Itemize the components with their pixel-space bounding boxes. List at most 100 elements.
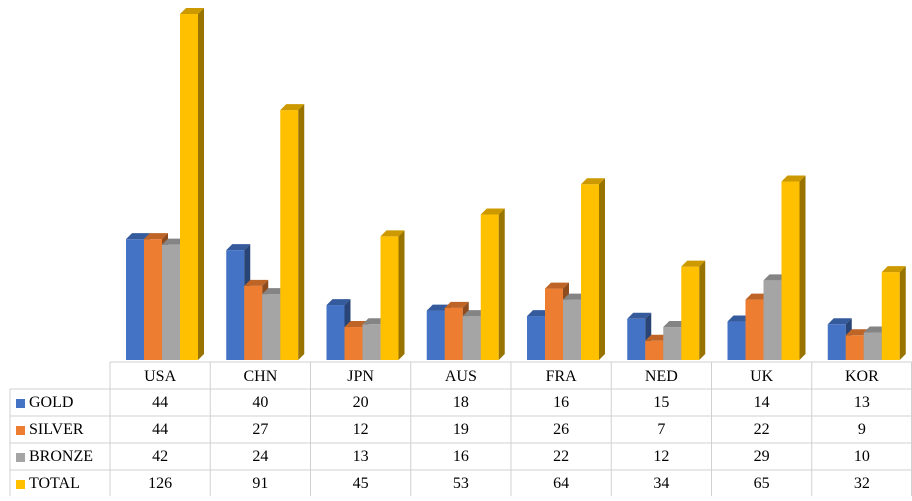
table-value: 44 [152, 421, 168, 438]
bar-front [563, 299, 581, 360]
legend-key [16, 399, 25, 408]
bar-top [627, 312, 652, 319]
bar-front [581, 184, 599, 360]
bar-front [380, 236, 399, 360]
bar [480, 208, 505, 360]
x-tick-label: FRA [546, 368, 578, 385]
table-value: 126 [148, 475, 172, 492]
x-tick-label: USA [144, 368, 176, 385]
bar-front [426, 310, 445, 360]
table-value: 44 [152, 394, 168, 411]
table-value: 16 [453, 448, 469, 465]
bar-front [845, 335, 864, 360]
bar-side [699, 260, 706, 360]
bar-front [244, 285, 263, 360]
table-value: 19 [453, 421, 469, 438]
bar-front [681, 266, 700, 360]
bar-top [280, 104, 305, 111]
bar [180, 8, 204, 360]
bar-top [326, 299, 351, 306]
bar-front [280, 110, 299, 360]
bar-side [799, 175, 806, 360]
x-tick-label: CHN [243, 368, 277, 385]
bar-front [344, 327, 363, 360]
bar-front [863, 332, 882, 360]
bar-side [498, 208, 505, 360]
table-value: 10 [854, 448, 870, 465]
table-value: 18 [453, 394, 469, 411]
bar-side [899, 266, 906, 360]
table-value: 16 [553, 394, 569, 411]
table-value: 40 [252, 394, 268, 411]
bar-front [444, 307, 463, 360]
table-value: 14 [754, 394, 770, 411]
table-value: 64 [553, 475, 569, 492]
legend-key [16, 453, 25, 462]
table-value: 53 [453, 475, 469, 492]
bar-top [226, 244, 251, 251]
bar-front [144, 239, 162, 360]
bar-top [380, 230, 405, 237]
table-value: 15 [653, 394, 669, 411]
bar-front [262, 294, 281, 360]
table-value: 13 [353, 448, 369, 465]
bar-top [581, 178, 605, 185]
table-value: 65 [754, 475, 770, 492]
bar-front [827, 324, 846, 360]
bar-top [480, 208, 505, 215]
bar [881, 266, 906, 360]
bar-front [763, 280, 782, 360]
table-value: 26 [553, 421, 569, 438]
bar-front [480, 214, 499, 360]
bar [781, 175, 806, 360]
bar-front [326, 305, 345, 360]
x-tick-label: KOR [845, 368, 879, 385]
x-tick-label: NED [645, 368, 678, 385]
table-value: 29 [754, 448, 770, 465]
bar-front [881, 272, 900, 360]
table-value: 12 [353, 421, 369, 438]
bar-side [298, 104, 305, 360]
table-value: 32 [854, 475, 870, 492]
bar-top [781, 175, 806, 182]
bar-top [827, 318, 852, 325]
table-value: 45 [353, 475, 369, 492]
table-value: 12 [653, 448, 669, 465]
bar-front [180, 14, 198, 360]
bar-side [599, 178, 605, 360]
table-value: 27 [252, 421, 268, 438]
table-value: 34 [653, 475, 669, 492]
bar-front [126, 239, 144, 360]
x-tick-label: JPN [347, 368, 374, 385]
bar-top [444, 301, 469, 308]
bar-top [881, 266, 906, 273]
table-value: 24 [252, 448, 268, 465]
table-value: 22 [754, 421, 770, 438]
bar-top [180, 8, 204, 14]
bar-top [144, 233, 168, 240]
x-tick-label: UK [750, 368, 774, 385]
table-value: 20 [353, 394, 369, 411]
bar-top [545, 282, 569, 289]
bar-front [462, 316, 481, 360]
table-value: 42 [152, 448, 168, 465]
legend-label: SILVER [29, 421, 84, 438]
bar-front [745, 299, 764, 360]
legend-label: BRONZE [29, 448, 93, 465]
table-value: 13 [854, 394, 870, 411]
bar-front [545, 288, 563, 360]
bar-front [162, 244, 180, 360]
legend-key [16, 480, 25, 489]
bar-side [198, 8, 204, 360]
bar-front [727, 321, 746, 360]
bar [681, 260, 706, 360]
table-value: 22 [553, 448, 569, 465]
table-value: 9 [858, 421, 866, 438]
x-tick-label: AUS [445, 368, 477, 385]
bar-side [398, 230, 405, 360]
bar-front [527, 316, 545, 360]
bar-top [681, 260, 706, 267]
bar [280, 104, 305, 360]
